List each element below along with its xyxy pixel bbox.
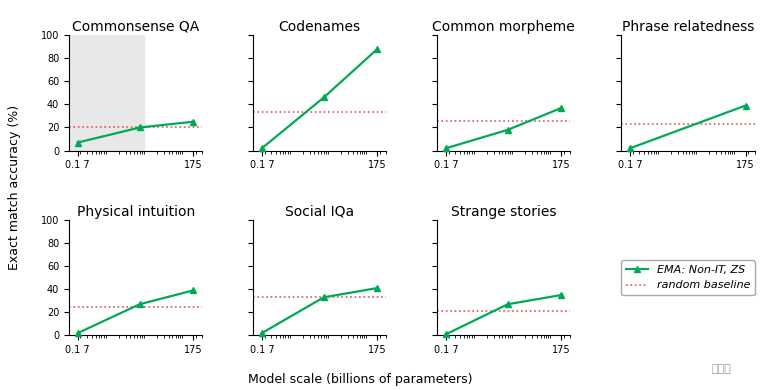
Title: Phrase relatedness: Phrase relatedness	[622, 20, 754, 34]
Bar	[69, 35, 144, 151]
Title: Common morpheme: Common morpheme	[432, 20, 575, 34]
Title: Social IQa: Social IQa	[285, 205, 354, 219]
Title: Strange stories: Strange stories	[451, 205, 557, 219]
Title: Physical intuition: Physical intuition	[77, 205, 195, 219]
Title: Commonsense QA: Commonsense QA	[72, 20, 199, 34]
Text: Model scale (billions of parameters): Model scale (billions of parameters)	[247, 373, 473, 386]
Legend: EMA: Non-IT, ZS, random baseline: EMA: Non-IT, ZS, random baseline	[621, 261, 755, 295]
Text: Exact match accuracy (%): Exact match accuracy (%)	[8, 105, 21, 270]
Title: Codenames: Codenames	[279, 20, 361, 34]
Text: 新智元: 新智元	[712, 364, 732, 374]
